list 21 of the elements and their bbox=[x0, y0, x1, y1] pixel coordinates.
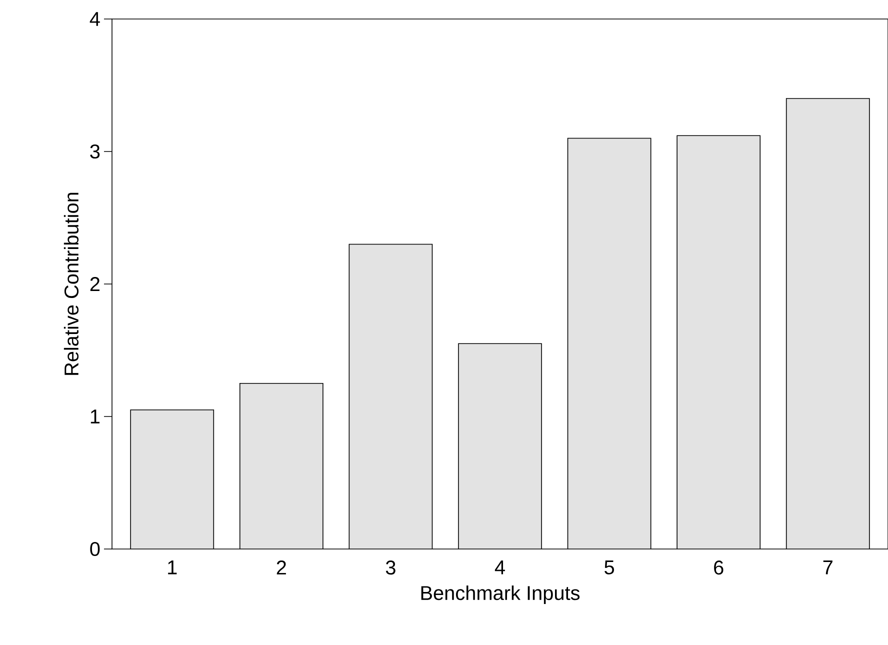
y-tick-label: 2 bbox=[90, 277, 100, 291]
bar bbox=[349, 244, 432, 549]
bar bbox=[130, 410, 214, 549]
bar bbox=[786, 98, 870, 549]
bar bbox=[458, 344, 542, 549]
x-tick-label: 1 bbox=[168, 560, 177, 574]
bar bbox=[240, 383, 323, 549]
x-tick-label: 4 bbox=[494, 560, 505, 574]
x-tick-label: 3 bbox=[386, 560, 396, 575]
x-tick-label: 7 bbox=[823, 560, 832, 574]
x-axis-title: Benchmark Inputs bbox=[421, 585, 580, 604]
bar bbox=[677, 136, 760, 549]
x-tick-label: 5 bbox=[604, 560, 614, 574]
y-tick-label: 1 bbox=[90, 410, 100, 424]
y-tick-label: 3 bbox=[90, 144, 100, 159]
y-tick-label: 0 bbox=[90, 542, 100, 556]
y-axis-title: Relative Contribution bbox=[64, 192, 79, 375]
x-tick-label: 6 bbox=[714, 560, 724, 575]
y-tick-label: 4 bbox=[90, 12, 100, 26]
bar bbox=[568, 138, 651, 549]
x-tick-label: 2 bbox=[276, 560, 286, 574]
